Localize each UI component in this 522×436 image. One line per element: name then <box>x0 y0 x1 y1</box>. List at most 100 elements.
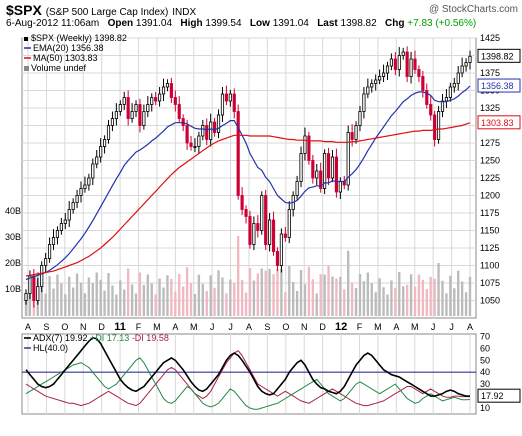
x-tick-label: J <box>431 322 436 332</box>
price-tick-label: 1375 <box>480 68 500 78</box>
volume-bar <box>386 294 389 316</box>
volume-bar <box>99 279 102 316</box>
last-price-badge-box <box>477 48 521 63</box>
stockcharts-credit[interactable]: @ StockCharts.com <box>428 4 518 15</box>
candle-body <box>232 93 236 112</box>
volume-bar <box>264 270 267 316</box>
volume-bar <box>272 274 275 316</box>
volume-bar <box>83 293 87 316</box>
candle-body <box>185 125 189 144</box>
volume-bar <box>166 275 169 316</box>
volume-bar <box>221 277 224 316</box>
volume-bar <box>107 273 110 316</box>
candle-body <box>358 111 362 126</box>
volume-tick-label: 20B <box>5 258 21 268</box>
price-tick-label: 1075 <box>480 278 500 288</box>
legend-ma: MA(50) 1303.83 <box>33 53 98 63</box>
candle-body <box>146 104 150 112</box>
volume-bar <box>146 274 149 316</box>
candle-body <box>460 65 464 74</box>
candle-body <box>464 62 468 67</box>
volume-bar <box>366 272 370 316</box>
candle-body <box>260 195 264 231</box>
adx-tick-label: 70 <box>480 331 490 341</box>
volume-bar <box>115 294 118 316</box>
candle-body <box>220 93 225 116</box>
volume-bar <box>56 274 59 316</box>
chart-title: $SPX (S&P 500 Large Cap Index) INDX <box>6 2 196 18</box>
index-name: (S&P 500 Large Cap Index) <box>45 7 169 18</box>
candle-body <box>189 142 193 147</box>
volume-bar <box>134 293 138 316</box>
x-tick-label: A <box>246 322 252 332</box>
candle-body <box>63 219 67 224</box>
candle-body <box>99 146 103 158</box>
ma-badge: 1303.83 <box>481 118 514 128</box>
candle-body <box>413 58 417 70</box>
volume-bar <box>48 276 51 316</box>
volume-bar <box>315 293 318 316</box>
candle-body <box>425 90 429 105</box>
price-tick-label: 1250 <box>480 156 500 166</box>
volume-tick-label: 10B <box>5 284 21 294</box>
candle-body <box>205 125 209 140</box>
candle-body <box>209 121 213 140</box>
candle-body <box>283 233 287 238</box>
volume-bar <box>327 265 330 316</box>
volume-bar <box>405 284 409 316</box>
volume-bar <box>358 274 362 316</box>
volume-bar <box>111 285 114 316</box>
candle-body <box>326 153 331 179</box>
x-tick-label: S <box>264 322 270 332</box>
volume-bar <box>398 272 401 316</box>
volume-bar <box>339 276 342 316</box>
x-tick-label: O <box>282 322 289 332</box>
candle-body <box>295 181 299 196</box>
candle-body <box>354 125 358 140</box>
x-tick-label: A <box>25 322 31 332</box>
volume-bar <box>209 275 212 316</box>
volume-bar <box>394 287 397 316</box>
volume-bar <box>453 288 456 316</box>
volume-bar <box>64 294 67 316</box>
candle-body <box>311 160 315 179</box>
x-tick-label: O <box>61 322 68 332</box>
candle-body <box>55 230 60 238</box>
x-tick-label: M <box>190 322 198 332</box>
exchange-label: INDX <box>172 7 197 18</box>
candle-body <box>177 104 181 119</box>
volume-bar <box>119 280 122 316</box>
candle-body <box>40 265 44 287</box>
volume-bar <box>433 278 436 316</box>
x-tick-label: A <box>467 322 473 332</box>
volume-bar <box>87 277 91 316</box>
candle-body <box>350 132 354 140</box>
candle-body <box>244 209 248 217</box>
symbol-label: $SPX <box>6 2 42 18</box>
volume-bar <box>201 283 204 316</box>
chart-header: $SPX (S&P 500 Large Cap Index) INDX @ St… <box>0 0 522 34</box>
candle-body <box>181 118 185 126</box>
adx-tick-label: 30 <box>480 379 490 389</box>
candle-body <box>224 93 228 102</box>
candle-body <box>334 156 338 193</box>
volume-bar <box>441 280 444 316</box>
volume-bar <box>229 279 232 316</box>
candle-body <box>303 135 307 154</box>
volume-bar <box>343 289 346 316</box>
high-label: High <box>180 18 203 29</box>
volume-bar <box>162 287 165 316</box>
volume-bar <box>181 286 185 316</box>
x-tick-label: M <box>411 322 419 332</box>
volume-bar <box>362 281 366 316</box>
x-tick-label: F <box>136 322 142 332</box>
volume-bar <box>413 286 417 316</box>
candle-body <box>405 51 409 77</box>
volume-bar <box>288 266 291 316</box>
price-tick-label: 1425 <box>480 33 500 43</box>
candle-body <box>315 170 319 179</box>
volume-bar <box>248 268 252 316</box>
candle-body <box>456 72 460 84</box>
candle-body <box>362 93 366 112</box>
candle-body <box>240 195 244 210</box>
